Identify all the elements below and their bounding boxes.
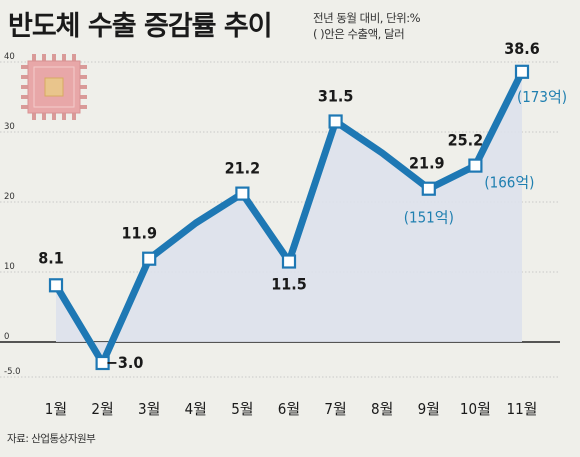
- microchip-icon: [21, 54, 87, 120]
- y-tick-label: 30: [4, 122, 15, 132]
- chip-pin: [79, 65, 87, 69]
- y-tick-label: 10: [4, 262, 15, 272]
- data-point-marker: [235, 186, 250, 201]
- x-tick-label: 6월: [278, 400, 300, 418]
- data-point-marker: [95, 355, 110, 371]
- markers: [48, 64, 530, 371]
- export-amount-annotation: (151억): [404, 209, 454, 227]
- chip-pin: [21, 95, 29, 99]
- data-label: 25.2: [448, 131, 484, 150]
- chip-pin: [79, 75, 87, 79]
- data-label: 31.5: [318, 87, 354, 106]
- data-point-marker: [281, 254, 297, 269]
- chip-pin: [21, 75, 29, 79]
- unit-note-line1: 전년 동월 대비, 단위:%: [313, 11, 421, 25]
- data-label: 21.9: [409, 154, 445, 173]
- area-polygon: [56, 71, 522, 364]
- data-label: 11.5: [271, 275, 307, 294]
- x-tick-label: 5월: [231, 400, 253, 418]
- data-point-marker: [328, 114, 343, 129]
- data-point-marker: [48, 278, 64, 293]
- x-tick-label: 9월: [418, 400, 440, 418]
- chip-pin: [52, 54, 56, 62]
- y-tick-label: -5.0: [4, 367, 21, 377]
- chip-pin: [32, 54, 36, 62]
- chip-pin: [42, 112, 46, 120]
- data-labels: 8.1 −3.0 11.9 21.2 11.5 31.5 21.925.2 38.6 (151억…: [38, 39, 567, 372]
- y-tick-label: 20: [4, 192, 15, 202]
- export-amount-annotation: (173억): [517, 88, 567, 106]
- x-tick-label: 3월: [138, 400, 160, 418]
- chip-pin: [21, 105, 29, 109]
- x-tick-label: 1월: [45, 400, 67, 418]
- chart-title: 반도체 수출 증감률 추이: [8, 11, 273, 42]
- data-point-marker: [468, 158, 483, 173]
- unit-note-line2: ( )안은 수출액, 달러: [313, 27, 405, 41]
- y-tick-label: 40: [4, 52, 15, 62]
- data-point-marker: [421, 181, 436, 196]
- chip-pin: [79, 105, 87, 109]
- x-tick-label: 8월: [371, 400, 393, 418]
- area-fill: [56, 71, 522, 364]
- chip-pin: [42, 54, 46, 62]
- data-label: 8.1: [38, 248, 64, 267]
- x-tick-label: 10월: [460, 400, 491, 418]
- chip-pin: [72, 112, 76, 120]
- chip-pin: [21, 85, 29, 89]
- chip-pin: [72, 54, 76, 62]
- chip-pin: [62, 54, 66, 62]
- chip-pin: [52, 112, 56, 120]
- chip-pin: [79, 85, 87, 89]
- unit-note: 전년 동월 대비, 단위:% ( )안은 수출액, 달러: [313, 10, 421, 42]
- x-tick-label: 11월: [507, 400, 538, 418]
- data-label: 11.9: [121, 224, 157, 243]
- chip-pin: [79, 95, 87, 99]
- export-amount-annotation: (166억): [484, 174, 534, 192]
- x-tick-label: 2월: [91, 400, 113, 418]
- data-label: 21.2: [225, 159, 261, 178]
- chip-core: [44, 77, 64, 97]
- y-tick-label: 0: [4, 332, 9, 342]
- x-tick-label: 7월: [324, 400, 346, 418]
- chip-pin: [62, 112, 66, 120]
- chip-pin: [32, 112, 36, 120]
- x-tick-label: 4월: [185, 400, 207, 418]
- data-label: 38.6: [504, 39, 540, 58]
- data-label: −3.0: [106, 353, 144, 372]
- data-point-marker: [142, 251, 157, 266]
- chip-inner-border: [33, 66, 75, 108]
- axis-labels: 40 30 20 10 0 -5.0 1월 2월 3월 4월 5월 6월 7월 8월 9월 10월 11월: [4, 52, 537, 418]
- chip-pin: [21, 65, 29, 69]
- data-point-marker: [514, 64, 530, 79]
- source-note: 자료: 산업통상자원부: [7, 433, 96, 445]
